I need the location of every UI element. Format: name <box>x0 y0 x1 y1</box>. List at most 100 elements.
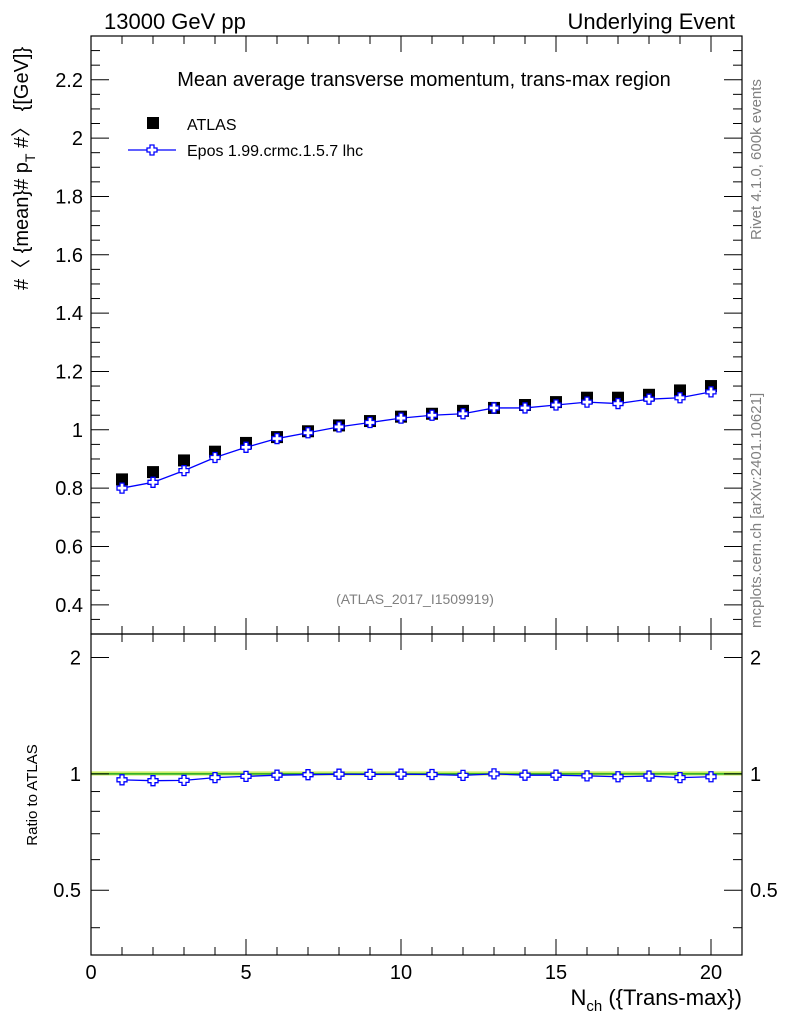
x-axis-label: Nch ({Trans-max}) <box>570 985 742 1015</box>
ratio-epos-point <box>116 774 128 786</box>
ratio-epos-point <box>519 769 531 781</box>
main-y-tick-label: 1.8 <box>55 186 83 208</box>
epos-point <box>550 399 562 411</box>
ratio-epos-point <box>364 768 376 781</box>
ratio-axis-ticks <box>90 634 743 955</box>
atlas-point <box>209 445 221 458</box>
epos-point <box>519 402 531 414</box>
atlas-point <box>674 384 686 397</box>
ratio-epos-point <box>271 769 283 781</box>
ratio-plot-panel: 0.5 0.5 1 1 2 2 0 5 10 15 20 Ratio to ATLAS Nch (… <box>24 633 778 1015</box>
main-y-label-main: #〈 {mean}# p <box>11 162 33 290</box>
legend: ATLAS Epos 1.99.crmc.1.5.7 lhc <box>128 117 363 160</box>
epos-point <box>116 482 128 494</box>
legend-epos-marker <box>146 144 158 156</box>
x-tick-label: 0 <box>85 962 96 984</box>
main-axis-ticks <box>90 35 743 635</box>
x-tick-label: 10 <box>390 962 412 984</box>
main-y-tick-label: 2.2 <box>55 70 83 92</box>
ratio-epos-point <box>426 768 438 781</box>
plot-title: Mean average transverse momentum, trans-… <box>177 69 671 91</box>
main-y-tick-label: 0.4 <box>55 595 83 617</box>
atlas-point <box>116 473 128 486</box>
ratio-epos-point <box>705 771 717 783</box>
ratio-y-tick-label-right: 2 <box>750 647 761 669</box>
epos-point <box>457 408 469 420</box>
ratio-epos-point <box>395 768 407 780</box>
epos-line <box>121 391 712 489</box>
main-series-group <box>116 380 717 494</box>
epos-point <box>581 396 593 408</box>
epos-point <box>705 386 717 398</box>
ratio-epos-point <box>333 768 345 780</box>
main-y-tick-label: 0.6 <box>55 536 83 558</box>
legend-epos-label: Epos 1.99.crmc.1.5.7 lhc <box>187 143 363 160</box>
ratio-epos-point <box>209 771 221 784</box>
ratio-y-tick-label: 1 <box>70 764 81 786</box>
ratio-epos-point <box>581 770 593 782</box>
ratio-epos-point <box>488 768 500 780</box>
atlas-point <box>612 391 624 404</box>
epos-point <box>147 476 159 488</box>
x-tick-label: 20 <box>700 962 722 984</box>
ratio-y-axis-label: Ratio to ATLAS <box>24 744 41 845</box>
main-y-tick-label: 1.6 <box>55 245 83 267</box>
epos-point <box>364 416 376 429</box>
ratio-y-tick-label: 0.5 <box>53 880 81 902</box>
atlas-point <box>147 466 159 479</box>
ratio-epos-point <box>302 769 314 781</box>
ratio-epos-point <box>674 771 686 784</box>
main-y-tick-label: 1 <box>72 420 83 442</box>
ratio-plot-frame <box>90 633 743 956</box>
header-left: 13000 GeV pp <box>104 9 246 34</box>
ratio-series-group <box>116 768 717 787</box>
x-tick-labels: 0 5 10 15 20 <box>85 962 722 984</box>
header-right: Underlying Event <box>567 9 735 34</box>
legend-atlas-marker <box>147 117 159 129</box>
x-label-sub: ch <box>586 998 602 1015</box>
main-plot-panel: 0.4 0.6 0.8 1 1.2 1.4 1.6 1.8 2 2.2 Mean average … <box>11 35 743 635</box>
epos-point <box>271 432 283 445</box>
epos-point <box>426 409 438 421</box>
analysis-watermark: (ATLAS_2017_I1509919) <box>336 591 494 607</box>
main-y-tick-label: 0.8 <box>55 478 83 500</box>
main-y-label-tail: #〉 {[GeV]} <box>11 47 33 154</box>
main-y-label-sub: T <box>22 153 38 162</box>
main-y-tick-label: 2 <box>72 128 83 150</box>
epos-point <box>488 402 500 414</box>
ratio-epos-point <box>612 771 624 783</box>
x-label-main: N <box>570 985 586 1010</box>
epos-point <box>395 412 407 424</box>
main-y-tick-label: 1.2 <box>55 361 83 383</box>
main-y-tick-labels: 0.4 0.6 0.8 1 1.2 1.4 1.6 1.8 2 2.2 <box>55 70 83 617</box>
epos-point <box>209 451 221 464</box>
x-label-tail: ({Trans-max}) <box>602 985 742 1010</box>
epos-point <box>612 397 624 410</box>
main-y-tick-label: 1.4 <box>55 303 83 325</box>
ratio-y-tick-label-right: 0.5 <box>750 880 778 902</box>
main-y-axis-label: #〈 {mean}# pT #〉 {[GeV]} <box>11 47 38 290</box>
ratio-epos-point <box>240 770 252 783</box>
atlas-point <box>705 380 717 393</box>
atlas-point <box>178 454 190 467</box>
epos-point <box>674 392 686 404</box>
x-tick-label: 15 <box>545 962 567 984</box>
ratio-epos-point <box>457 769 469 782</box>
epos-point <box>178 464 190 477</box>
mcplots-label: mcplots.cern.ch [arXiv:2401.10621] <box>748 393 765 628</box>
epos-point <box>643 393 655 405</box>
ratio-epos-point <box>550 769 562 781</box>
ratio-epos-point <box>178 774 190 787</box>
ratio-y-tick-label-right: 1 <box>750 764 761 786</box>
epos-point <box>333 421 345 433</box>
ratio-y-tick-label: 2 <box>70 647 81 669</box>
legend-atlas-label: ATLAS <box>187 117 237 134</box>
rivet-label: Rivet 4.1.0, 600k events <box>748 79 765 240</box>
ratio-epos-point <box>643 770 655 782</box>
ratio-epos-point <box>147 775 159 787</box>
ratio-y-tick-labels: 0.5 0.5 1 1 2 2 <box>53 647 778 902</box>
epos-point <box>240 441 252 453</box>
epos-point <box>302 427 314 439</box>
x-tick-label: 5 <box>240 962 251 984</box>
